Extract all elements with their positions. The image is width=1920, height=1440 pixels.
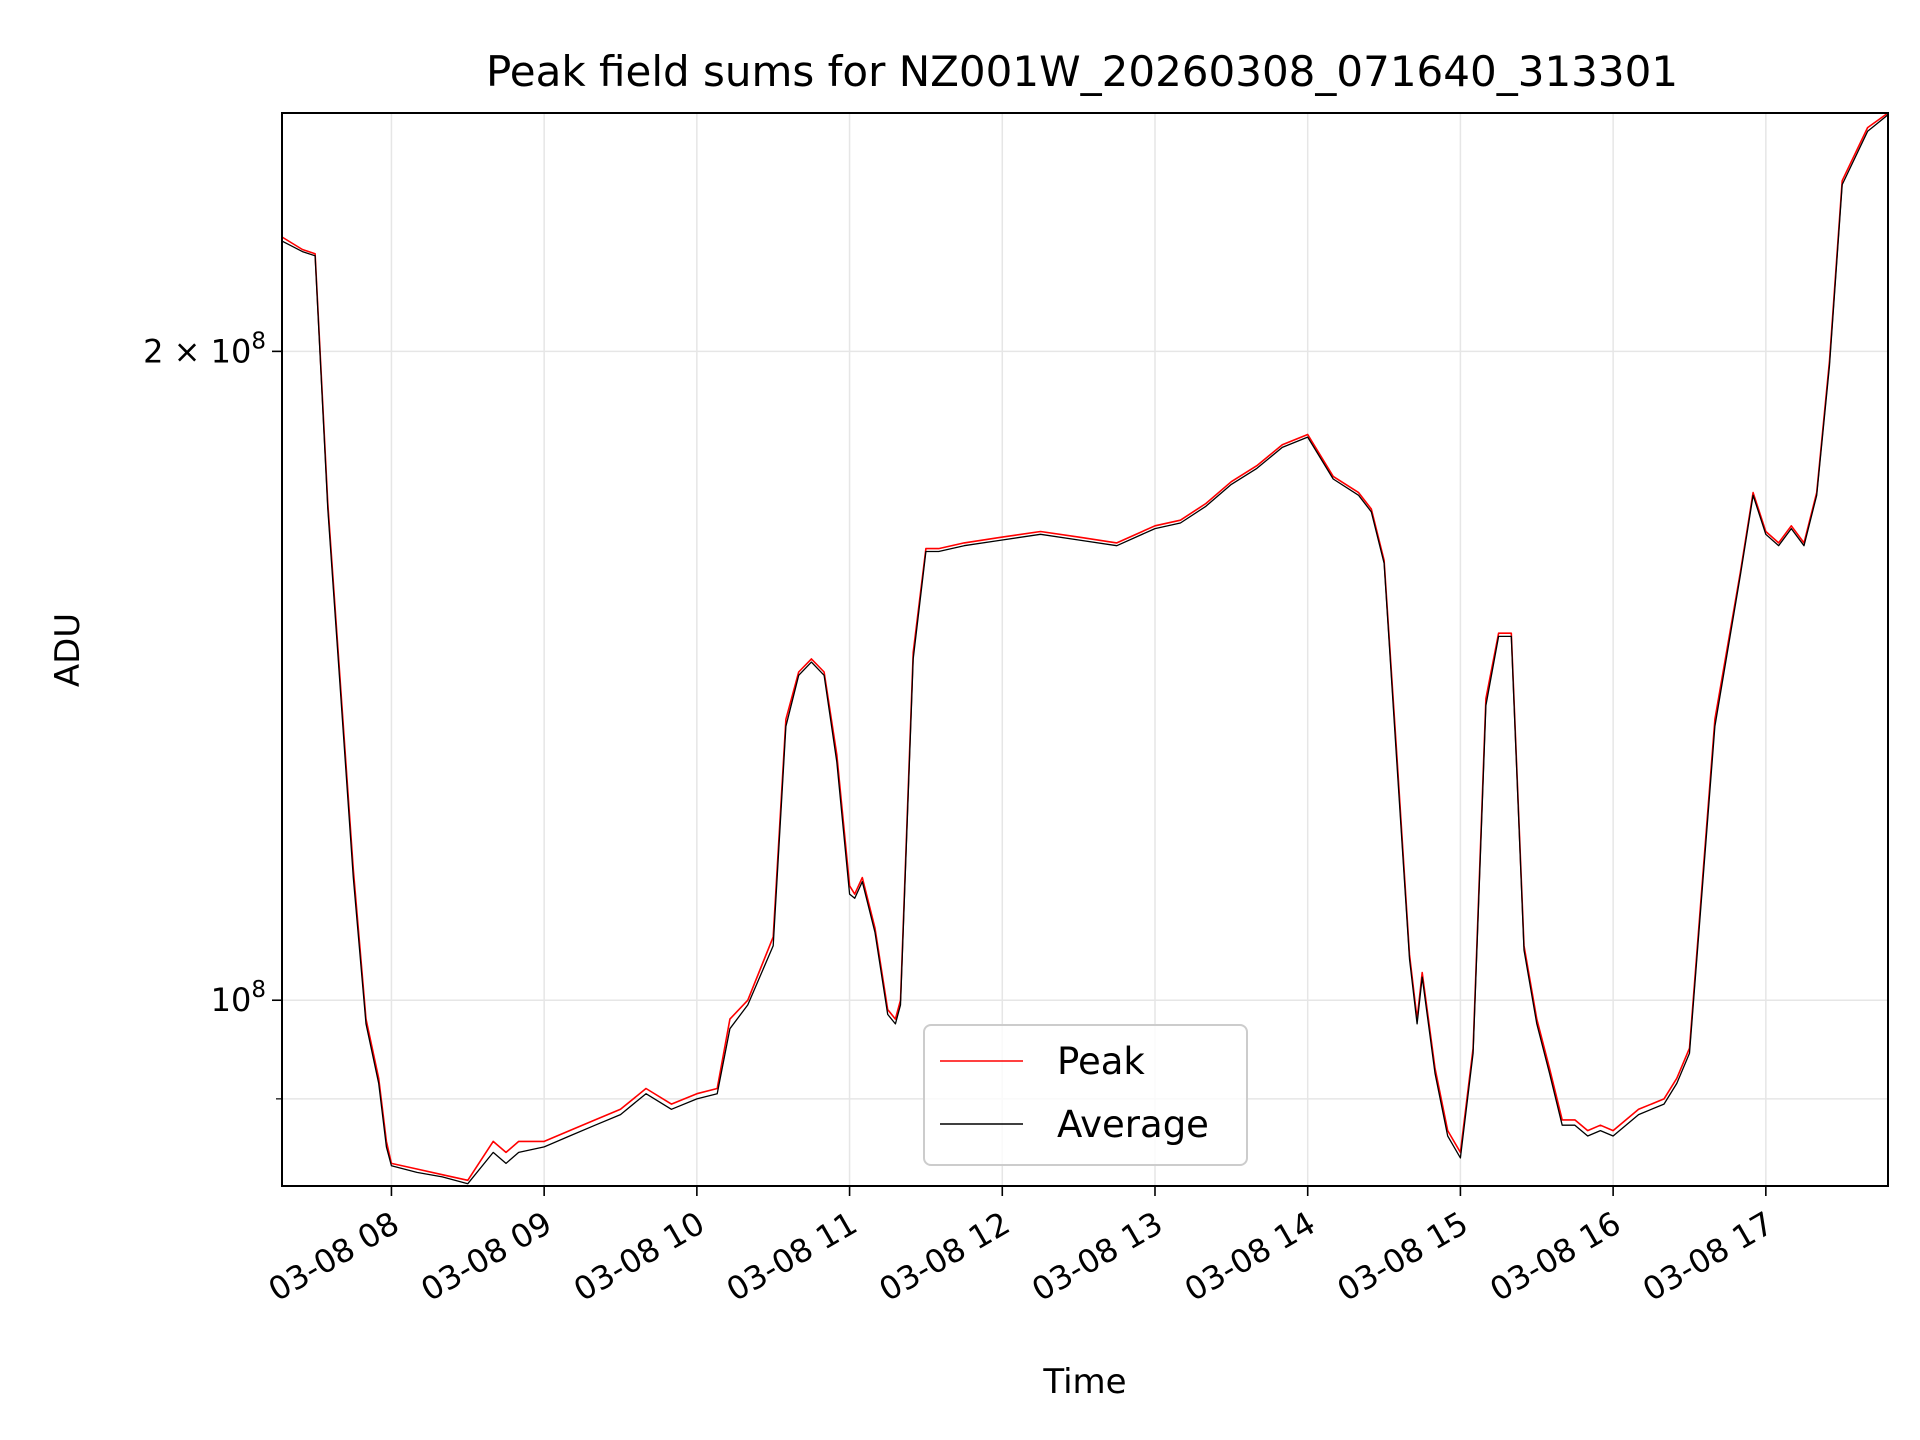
chart-title: Peak field sums for NZ001W_20260308_0716…: [486, 47, 1678, 96]
y-axis: 108 2 × 108: [143, 328, 282, 1100]
legend-label-peak: Peak: [1057, 1040, 1145, 1083]
legend-label-average: Average: [1057, 1103, 1209, 1146]
x-axis-title: Time: [1042, 1362, 1126, 1402]
legend-box: [923, 1024, 1248, 1166]
y-tick-label: 108: [211, 977, 266, 1019]
y-axis-title: ADU: [48, 613, 88, 687]
legend: Peak Average: [923, 1024, 1248, 1166]
plot-frame: [281, 112, 1889, 1187]
series-line-average: [281, 114, 1889, 1185]
series-line-peak: [281, 112, 1889, 1182]
y-tick-label: 2 × 108: [143, 328, 266, 370]
series-layer: [281, 112, 1889, 1185]
